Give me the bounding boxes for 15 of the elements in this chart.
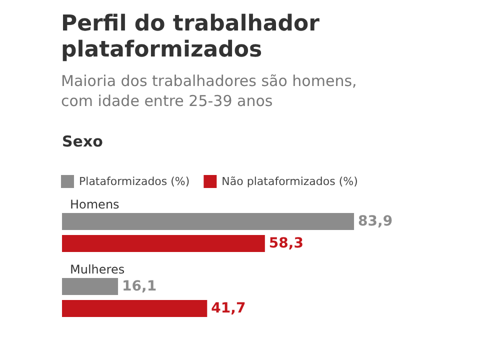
legend-label: Não plataformizados (%) <box>222 175 358 188</box>
bar <box>62 235 265 252</box>
bar <box>62 212 354 230</box>
chart-subtitle: Maioria dos trabalhadores são homens, com idade entre 25-39 anos <box>61 72 357 110</box>
data-label: 16,1 <box>122 278 157 294</box>
bar <box>62 278 118 295</box>
y-tick-label: Mulheres <box>70 262 125 276</box>
y-tick-label: Homens <box>70 198 120 212</box>
legend-label: Plataformizados (%) <box>79 175 190 188</box>
data-label: 58,3 <box>268 236 304 252</box>
chart-title: Perfil do trabalhador plataformizados <box>61 12 320 62</box>
text: Sexo <box>62 132 103 150</box>
data-label: 83,9 <box>358 213 393 230</box>
data-label: 41,7 <box>211 300 246 317</box>
bar <box>62 300 208 318</box>
